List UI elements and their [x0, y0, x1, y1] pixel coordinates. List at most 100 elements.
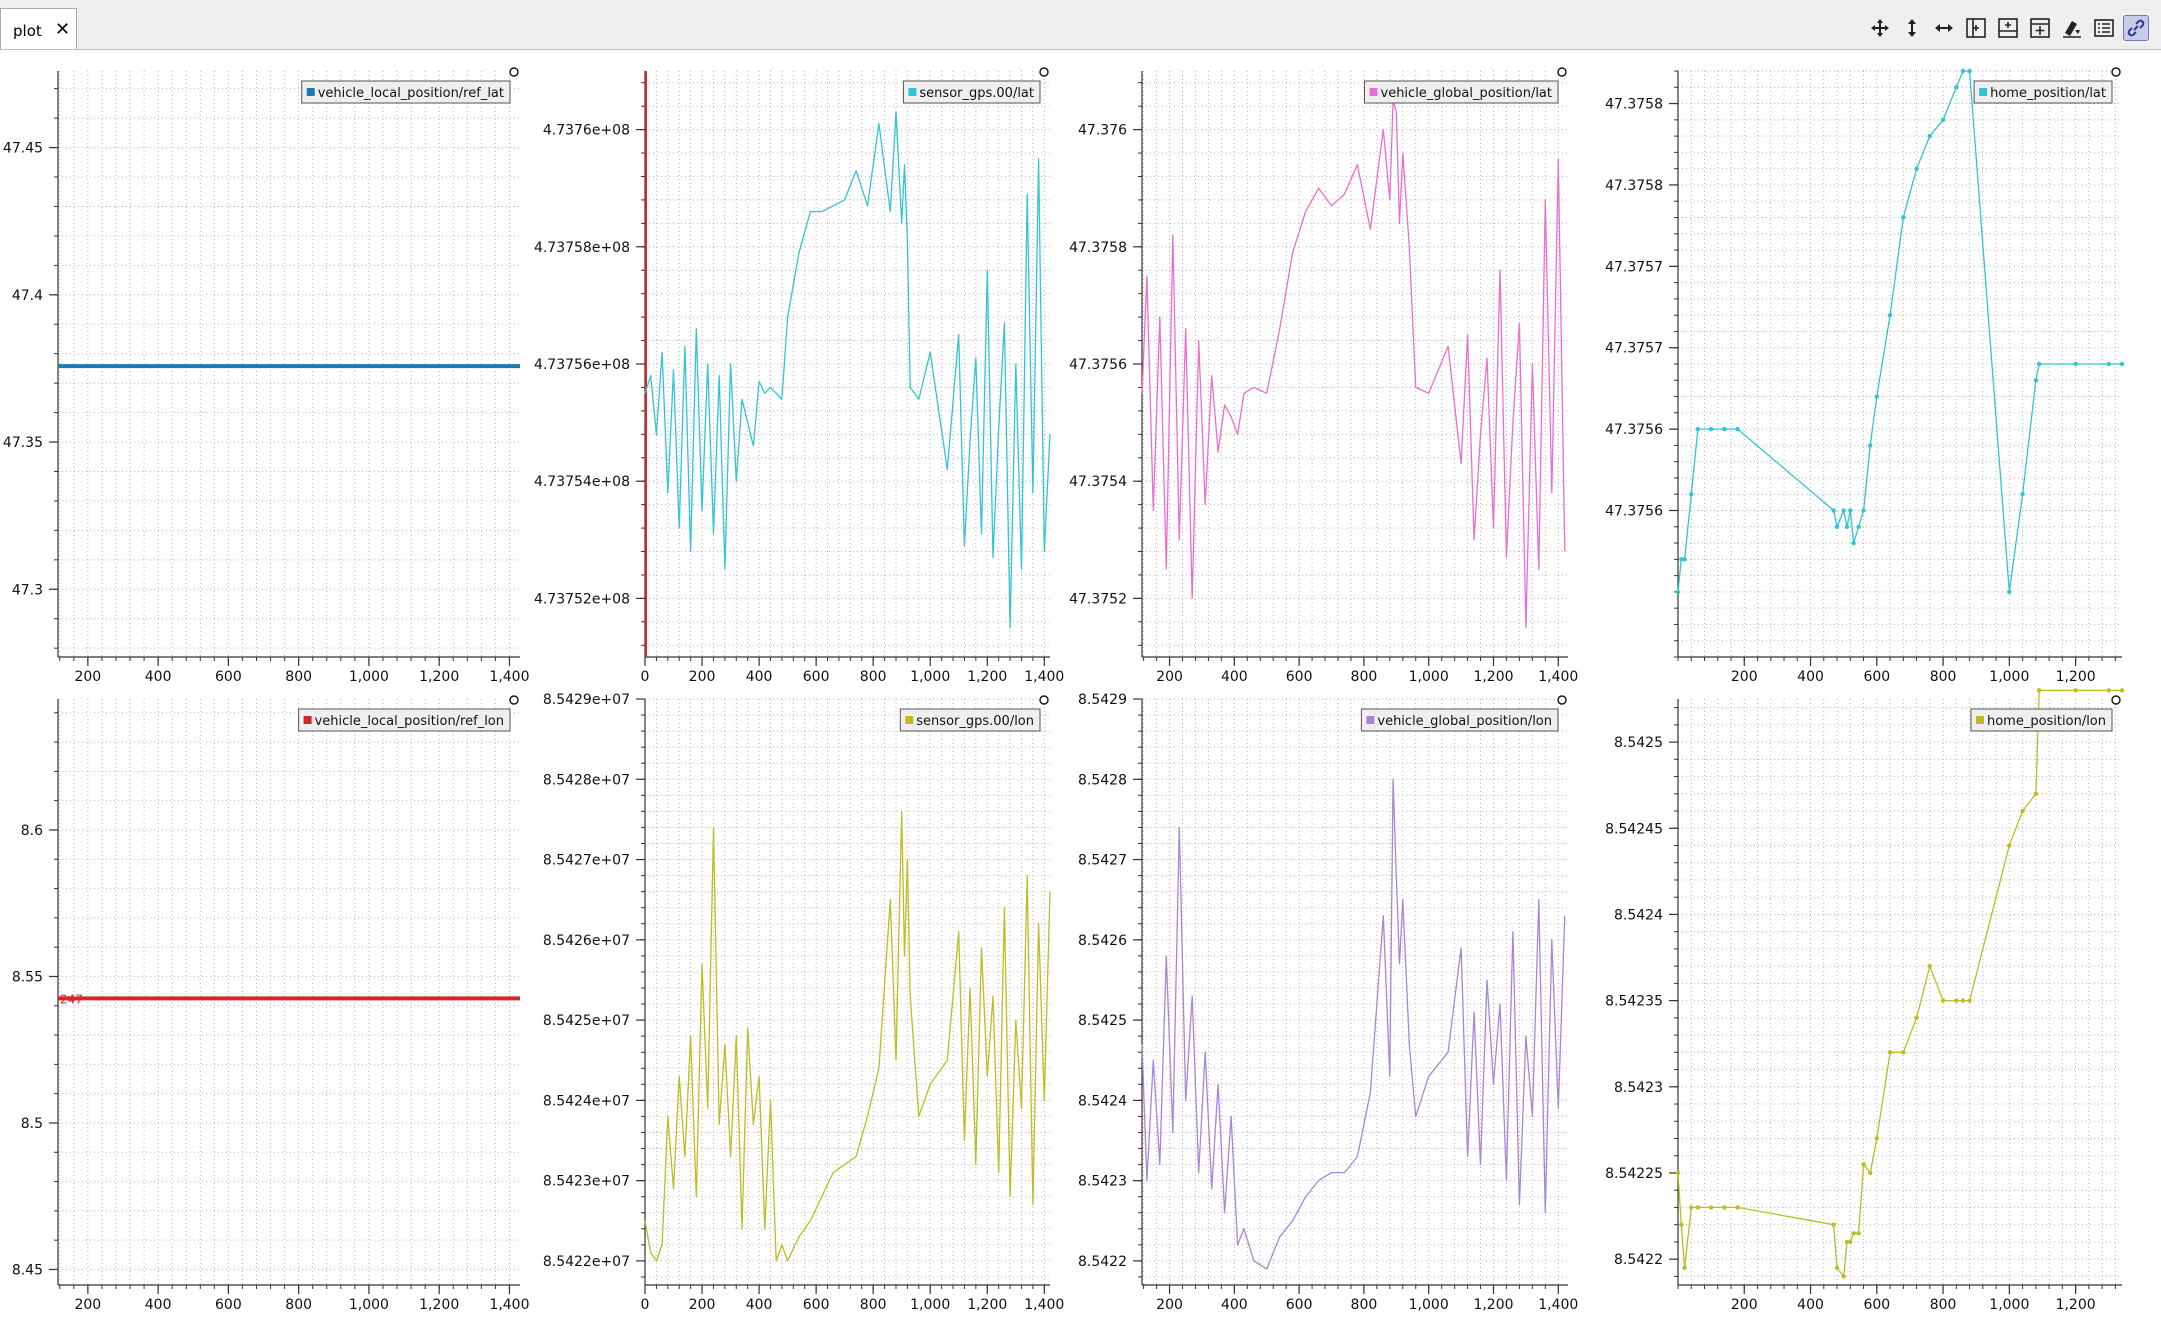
close-icon[interactable]: ✕ [55, 19, 71, 40]
corner-handle-icon[interactable] [1039, 695, 1049, 705]
y-tick-label: 8.5424 [1078, 1093, 1127, 1109]
tab-plot[interactable]: plot ✕ [0, 8, 77, 49]
data-point [1848, 508, 1853, 513]
data-point [1675, 1170, 1681, 1176]
y-tick-label: 47.3756 [1605, 422, 1663, 438]
legend[interactable]: sensor_gps.00/lat [902, 80, 1041, 104]
legend[interactable]: sensor_gps.00/lon [899, 708, 1041, 732]
y-tick-label: 8.5 [21, 1116, 43, 1132]
legend-button[interactable] [2091, 15, 2117, 41]
axes [1133, 71, 1568, 666]
plot-sensor-gps-lon[interactable]: 0 200 400 600 800 1,000 1,200 1,400 8.5422e+07 8.… [530, 692, 1064, 1318]
legend[interactable]: vehicle_local_position/ref_lon [298, 708, 511, 732]
x-tick-label: 1,000 [910, 669, 950, 685]
y-tick-label: 8.6 [21, 823, 43, 839]
y-tick-label: 47.3 [12, 582, 43, 598]
y-tick-label: 47.35 [3, 435, 43, 451]
legend[interactable]: vehicle_local_position/ref_lat [301, 80, 511, 104]
x-tick-label: 400 [1797, 669, 1824, 685]
legend-swatch [1979, 88, 1988, 96]
x-tick-label: 200 [1731, 669, 1758, 685]
data-point [2073, 688, 2078, 693]
split-horizontal-button[interactable] [1963, 15, 1989, 41]
move-button[interactable] [1867, 15, 1893, 41]
data-point [1695, 1205, 1701, 1210]
top-bar: plot ✕ [0, 0, 2161, 50]
y-tick-label: 8.5429 [1078, 692, 1127, 708]
plot-home-position-lon[interactable]: 200 400 600 800 1,000 1,200 8.5422 8.54225 8.542… [1590, 688, 2130, 1318]
plot-sensor-gps-lat[interactable]: 0 200 400 600 800 1,000 1,200 1,400 4.73752e+08 4… [530, 65, 1064, 690]
link-button[interactable] [2123, 15, 2149, 41]
y-tick-label: 4.73754e+08 [534, 474, 630, 490]
y-tick-label: 8.5423 [1078, 1174, 1127, 1190]
x-tick-label: 800 [1351, 1297, 1378, 1313]
data-point [2007, 589, 2012, 595]
x-tick-label: 200 [689, 669, 716, 685]
corner-handle-icon[interactable] [1557, 67, 1567, 77]
legend-swatch [1366, 716, 1375, 724]
legend[interactable]: home_position/lon [1970, 708, 2113, 732]
x-tick-label: 600 [803, 669, 830, 685]
split-vertical-button[interactable] [1995, 15, 2021, 41]
plot-vehicle-local-position-ref-lat[interactable]: 200 400 600 800 1,000 1,200 1,400 47.3 47.35 47.4… [0, 65, 530, 690]
legend-label: vehicle_global_position/lat [1381, 86, 1553, 101]
x-tick-label: 1,000 [349, 669, 389, 685]
x-tick-label: 400 [1221, 1297, 1248, 1313]
x-tick-label: 800 [860, 669, 887, 685]
data-point [1841, 1274, 1846, 1279]
data-point [1851, 540, 1856, 546]
grid [644, 71, 1050, 657]
data-point [2020, 808, 2025, 814]
data-point [2033, 378, 2039, 383]
x-tick-label: 1,400 [489, 1297, 529, 1313]
x-tick-label: 1,000 [349, 1297, 389, 1313]
legend-box [1970, 708, 2113, 732]
y-tick-label: 8.54245 [1605, 821, 1663, 837]
grid [644, 698, 1050, 1285]
x-tick-label: 1,200 [967, 1297, 1007, 1313]
data-point [1940, 117, 1946, 123]
x-tick-label: 600 [803, 1297, 830, 1313]
zoom-vertical-icon [1908, 19, 1916, 37]
plot-vehicle-local-position-ref-lon[interactable]: 200 400 600 800 1,000 1,200 1,400 8.45 8.5 8.55 8.… [0, 693, 530, 1318]
y-tick-label: 8.45 [12, 1262, 43, 1278]
plot-vehicle-global-position-lon[interactable]: 200 400 600 800 1,000 1,200 1,400 8.5422 8.5423 8… [1060, 692, 1590, 1318]
y-tick-label: 47.3754 [1069, 474, 1127, 490]
plot-vehicle-global-position-lat[interactable]: 200 400 600 800 1,000 1,200 1,400 47.3752 47.375… [1060, 65, 1590, 690]
x-tick-label: 600 [1286, 669, 1313, 685]
data-point [1901, 1050, 1906, 1055]
x-tick-label: 1,400 [1024, 669, 1064, 685]
y-tick-label: 47.3757 [1605, 341, 1663, 357]
axes [1669, 699, 2122, 1294]
plot-home-position-lat[interactable]: 200 400 600 800 1,000 1,200 47.3756 47.3756 47.3… [1590, 65, 2130, 690]
axes [1133, 698, 1568, 1294]
toolbar [1867, 15, 2149, 41]
add-plot-button[interactable] [2027, 15, 2053, 41]
legend[interactable]: vehicle_global_position/lon [1360, 708, 1559, 732]
x-tick-label: 800 [860, 1297, 887, 1313]
corner-handle-icon[interactable] [1039, 67, 1049, 77]
x-tick-label: 600 [215, 669, 242, 685]
y-tick-label: 8.5426e+07 [543, 933, 630, 949]
y-tick-label: 8.5425e+07 [543, 1013, 630, 1029]
data-point [2106, 688, 2111, 693]
erase-button[interactable] [2059, 15, 2085, 41]
x-tick-label: 1,400 [1538, 669, 1578, 685]
grid [58, 699, 520, 1285]
move-icon [1871, 19, 1889, 37]
corner-handle-icon[interactable] [1557, 695, 1567, 705]
legend[interactable]: vehicle_global_position/lat [1364, 80, 1559, 104]
corner-handle-icon[interactable] [2111, 695, 2121, 705]
corner-handle-icon[interactable] [509, 695, 519, 705]
legend[interactable]: home_position/lat [1973, 80, 2113, 104]
zoom-vertical-button[interactable] [1899, 15, 1925, 41]
data-point [1679, 1222, 1684, 1227]
corner-handle-icon[interactable] [509, 67, 519, 77]
data-point [2119, 361, 2125, 367]
zoom-horizontal-button[interactable] [1931, 15, 1957, 41]
legend-icon [2094, 19, 2114, 37]
corner-handle-icon[interactable] [2111, 67, 2121, 77]
y-tick-label: 8.5422 [1078, 1254, 1127, 1270]
legend-swatch [905, 716, 914, 724]
data-point [1967, 998, 1972, 1003]
